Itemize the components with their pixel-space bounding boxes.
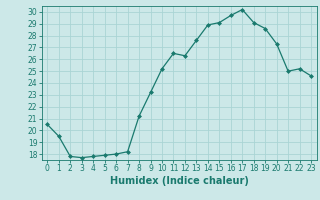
X-axis label: Humidex (Indice chaleur): Humidex (Indice chaleur) [110,176,249,186]
